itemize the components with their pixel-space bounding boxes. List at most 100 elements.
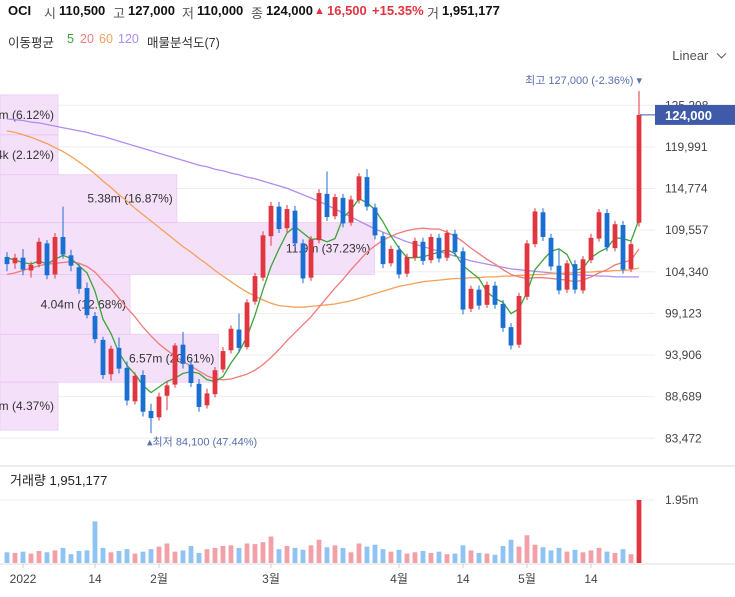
volume-bar [612, 552, 618, 563]
y-tick-label: 114,774 [665, 182, 708, 196]
moving-average-label[interactable]: 이동평균 [8, 36, 55, 50]
volume-bar [12, 552, 18, 563]
candle-body [76, 267, 82, 289]
candle-body [604, 213, 610, 248]
x-tick-label: 5월 [518, 572, 536, 586]
scale-selector-label: Linear [672, 48, 709, 63]
volume-bar [116, 551, 122, 563]
candle-body [124, 367, 130, 401]
x-tick-label: 2월 [150, 572, 168, 586]
volume-panel: 거래량 1,951,177 1.95m [0, 465, 735, 565]
volume-profile-bar [0, 134, 59, 176]
volume-bar [492, 554, 498, 563]
candle-body [236, 329, 242, 348]
candle-body [428, 236, 434, 261]
close-value: 124,000 [266, 3, 313, 18]
volume-bar [580, 552, 586, 563]
candle-body [500, 304, 506, 328]
candle-body [524, 243, 530, 297]
candle-body [156, 396, 162, 418]
volume-bar [588, 550, 594, 563]
volume-bar [220, 545, 226, 563]
x-tick-label: 2022 [10, 572, 37, 586]
candle-body [20, 257, 26, 270]
volume-bar [236, 547, 242, 563]
candle-body [244, 302, 250, 348]
volume-bar [276, 549, 282, 563]
volume-bar [76, 551, 82, 563]
y-tick-label: 109,557 [665, 223, 709, 237]
candle-body [492, 285, 498, 305]
volume-bar [252, 544, 258, 563]
volume-value: 1,951,177 [442, 3, 500, 18]
ma20-toggle[interactable]: 20 [80, 32, 94, 46]
candle-body [396, 249, 402, 275]
volume-bar [228, 545, 234, 563]
candle-body [380, 236, 386, 265]
candle-body [588, 237, 594, 261]
volume-bar [356, 543, 362, 563]
volume-bar [452, 553, 458, 563]
ma120-toggle[interactable]: 120 [118, 32, 139, 46]
volume-bar [348, 552, 354, 563]
candle-body [324, 193, 330, 218]
open-label: 시 [44, 6, 56, 21]
candle-body [196, 383, 202, 407]
candle-body [628, 244, 634, 269]
volume-bar [620, 549, 626, 563]
volume-bar [572, 549, 578, 563]
candle-body [228, 328, 234, 351]
volume-bar [324, 547, 330, 563]
volume-bar [4, 552, 10, 563]
ma5-line [6, 197, 640, 394]
ma20-line [6, 227, 640, 381]
candle-body [308, 239, 314, 278]
candle-body [188, 364, 194, 383]
candle-body [484, 284, 490, 305]
volume-bar [564, 551, 570, 563]
volume-profile-toggle[interactable]: 매물분석도(7) [147, 36, 220, 50]
volume-bar [436, 551, 442, 563]
volume-bar [508, 539, 514, 563]
change-up-icon: ▲ [314, 5, 325, 17]
candle-body [516, 296, 522, 345]
y-tick-label: 88,689 [665, 390, 702, 404]
candle-body [220, 351, 226, 370]
candle-body [12, 257, 18, 264]
candle-body [36, 241, 42, 265]
volume-bar [516, 546, 522, 563]
volume-bar [164, 543, 170, 563]
volume-profile-bar [0, 273, 131, 335]
volume-bar [332, 545, 338, 563]
candle-body [140, 375, 146, 412]
volume-bar [404, 553, 410, 563]
candle-body [620, 225, 626, 270]
volume-bar [60, 547, 66, 563]
candle-body [532, 211, 538, 245]
extreme-markers: 최고 127,000 (-2.36%) ▾ ▴최저 84,100 (47.44%) [147, 74, 642, 448]
candle-body [540, 212, 546, 237]
ma5-toggle[interactable]: 5 [67, 32, 74, 46]
volume-bar [132, 553, 138, 563]
candle-body [300, 243, 306, 279]
volume-bar [308, 545, 314, 563]
ma60-toggle[interactable]: 60 [99, 32, 113, 46]
volume-bar [628, 554, 634, 563]
open-value: 110,500 [59, 3, 106, 18]
candle-body [100, 339, 106, 376]
candle-body [452, 233, 458, 253]
volume-bar [204, 549, 210, 563]
volume-profile-label: 1.39m (4.37%) [0, 399, 54, 413]
y-tick-label: 99,123 [665, 306, 702, 320]
candle-body [316, 193, 322, 241]
candle-body [60, 236, 66, 255]
candle-body [84, 288, 90, 316]
volume-bar [244, 543, 250, 563]
scale-selector[interactable]: Linear [672, 48, 727, 63]
volume-profile-bar [0, 174, 178, 224]
volume-profile-label: 674k (2.12%) [0, 148, 54, 162]
volume-max-label: 1.95m [665, 493, 698, 507]
volume-bar [100, 547, 106, 563]
candles [4, 90, 642, 434]
